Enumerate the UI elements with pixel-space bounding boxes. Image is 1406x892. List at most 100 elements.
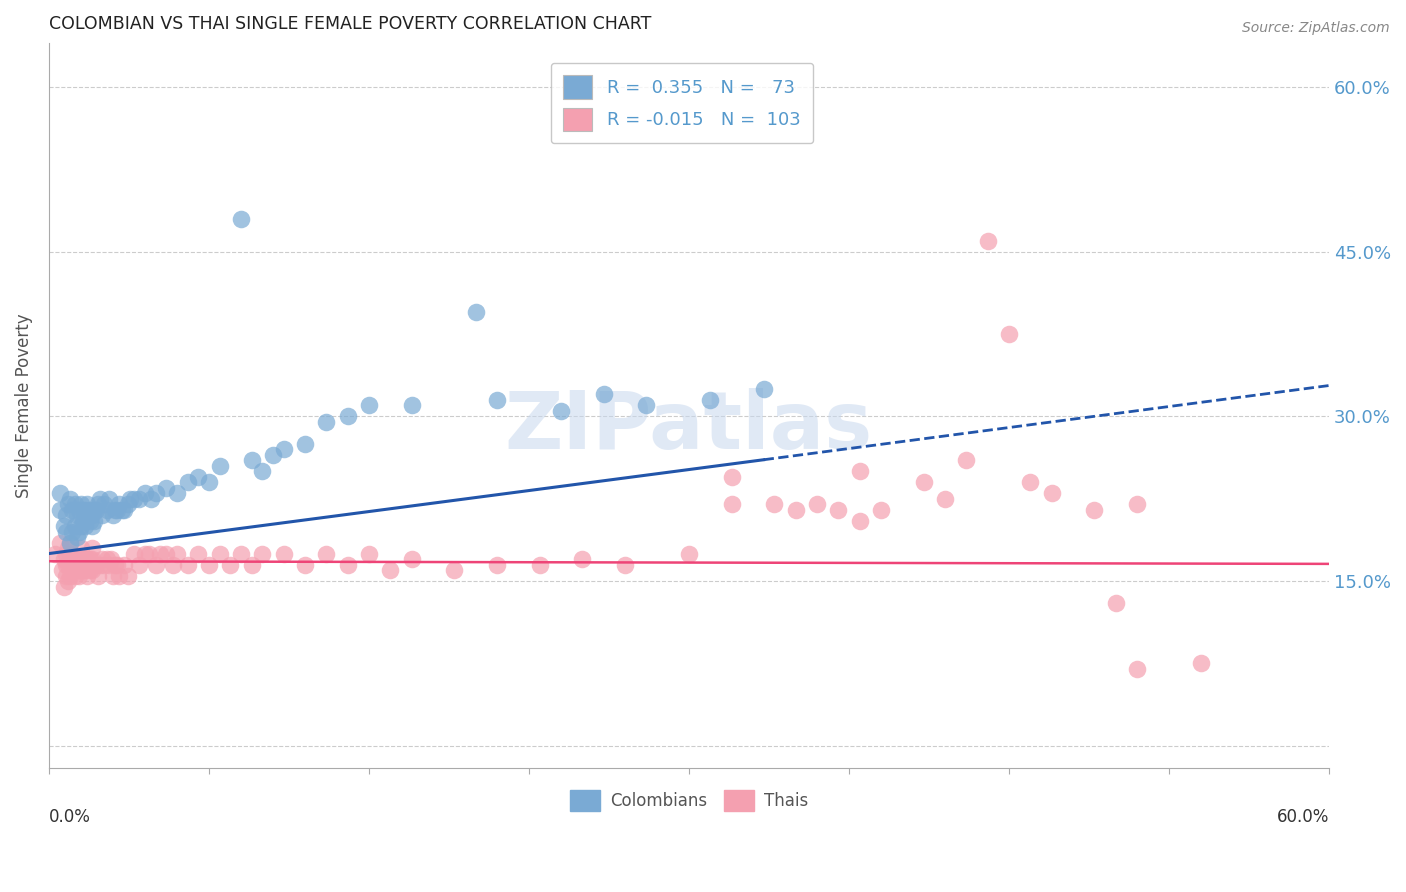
Point [48, 486, 70, 500]
Point [955, 453, 977, 467]
Point [336, 558, 359, 572]
Point [117, 568, 139, 582]
Text: COLOMBIAN VS THAI SINGLE FEMALE POVERTY CORRELATION CHART: COLOMBIAN VS THAI SINGLE FEMALE POVERTY … [49, 15, 651, 33]
Point [550, 404, 572, 418]
Point [72, 514, 94, 528]
Point [357, 547, 380, 561]
Point [134, 547, 156, 561]
Point [56, 541, 79, 555]
Point [124, 491, 146, 506]
Point [83, 502, 105, 516]
Point [70, 563, 93, 577]
Point [55, 547, 77, 561]
Point [76, 497, 98, 511]
Point [848, 514, 870, 528]
Point [52, 580, 75, 594]
Point [51, 563, 73, 577]
Point [357, 398, 380, 412]
Point [141, 491, 163, 506]
Point [80, 541, 103, 555]
Point [720, 469, 742, 483]
Point [112, 502, 135, 516]
Point [67, 502, 90, 516]
Point [1083, 502, 1105, 516]
Point [59, 491, 82, 506]
Point [149, 547, 172, 561]
Point [124, 547, 146, 561]
Point [83, 558, 105, 572]
Point [1040, 486, 1063, 500]
Point [827, 502, 849, 516]
Point [273, 547, 295, 561]
Point [79, 552, 101, 566]
Point [97, 558, 120, 572]
Point [229, 547, 252, 561]
Legend: R =  0.355   N =   73, R = -0.015   N =  103: R = 0.355 N = 73, R = -0.015 N = 103 [551, 62, 813, 144]
Point [219, 558, 242, 572]
Point [87, 568, 110, 582]
Point [80, 519, 103, 533]
Point [998, 326, 1021, 341]
Point [75, 563, 97, 577]
Point [66, 530, 89, 544]
Point [571, 552, 593, 566]
Point [67, 558, 90, 572]
Point [294, 558, 316, 572]
Point [63, 497, 86, 511]
Point [55, 568, 77, 582]
Point [252, 547, 274, 561]
Point [62, 524, 84, 539]
Point [1105, 596, 1128, 610]
Text: ZIPatlas: ZIPatlas [505, 388, 873, 466]
Y-axis label: Single Female Poverty: Single Female Poverty [15, 313, 32, 498]
Point [105, 502, 128, 516]
Point [252, 464, 274, 478]
Point [93, 497, 115, 511]
Point [785, 502, 807, 516]
Point [240, 558, 263, 572]
Point [187, 469, 209, 483]
Point [529, 558, 551, 572]
Point [100, 552, 122, 566]
Point [75, 519, 97, 533]
Point [870, 502, 893, 516]
Point [104, 558, 127, 572]
Point [752, 382, 775, 396]
Point [976, 234, 998, 248]
Point [89, 558, 111, 572]
Point [614, 558, 637, 572]
Point [912, 475, 935, 490]
Point [70, 497, 93, 511]
Point [59, 547, 82, 561]
Point [55, 558, 77, 572]
Point [93, 558, 115, 572]
Point [79, 514, 101, 528]
Point [176, 558, 198, 572]
Point [1189, 657, 1212, 671]
Point [380, 563, 402, 577]
Point [66, 563, 89, 577]
Point [240, 453, 263, 467]
Point [155, 481, 177, 495]
Point [208, 458, 231, 473]
Point [70, 552, 93, 566]
Point [72, 552, 94, 566]
Point [101, 568, 124, 582]
Point [96, 552, 118, 566]
Point [72, 563, 94, 577]
Point [208, 547, 231, 561]
Point [720, 497, 742, 511]
Point [80, 563, 103, 577]
Point [62, 563, 84, 577]
Text: Source: ZipAtlas.com: Source: ZipAtlas.com [1241, 21, 1389, 35]
Point [443, 563, 465, 577]
Point [96, 502, 118, 516]
Point [84, 558, 107, 572]
Point [273, 442, 295, 457]
Point [166, 547, 188, 561]
Point [67, 524, 90, 539]
Point [294, 436, 316, 450]
Point [59, 535, 82, 549]
Point [56, 497, 79, 511]
Point [76, 568, 98, 582]
